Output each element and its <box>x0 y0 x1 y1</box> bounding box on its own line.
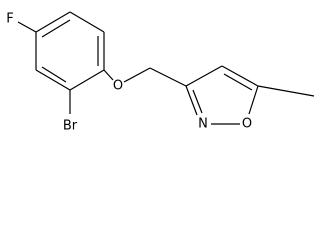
page: F Br O N O (() => { const data = JSON.pa… <box>6 11 315 134</box>
bond <box>69 11 105 33</box>
bond <box>149 67 187 87</box>
bond <box>248 85 259 115</box>
bond <box>221 65 259 87</box>
double-bond <box>192 89 203 114</box>
bond <box>35 69 71 91</box>
bond <box>185 85 198 116</box>
bond <box>69 69 105 91</box>
atom-label: O <box>242 117 252 132</box>
double-bond <box>223 73 253 91</box>
bond <box>185 65 223 87</box>
bond <box>35 11 71 33</box>
double-bond <box>41 19 71 38</box>
atom-label: O <box>113 79 123 94</box>
bond <box>17 21 37 33</box>
bond <box>123 67 151 83</box>
double-bond <box>41 66 67 83</box>
atom-label: F <box>6 12 13 27</box>
bonds <box>17 11 315 125</box>
bond <box>103 69 114 81</box>
structure-diagram: F Br O N O <box>6 11 315 134</box>
atom-label: N <box>198 117 208 132</box>
atom-label: Br <box>63 119 78 134</box>
bond <box>257 85 315 97</box>
